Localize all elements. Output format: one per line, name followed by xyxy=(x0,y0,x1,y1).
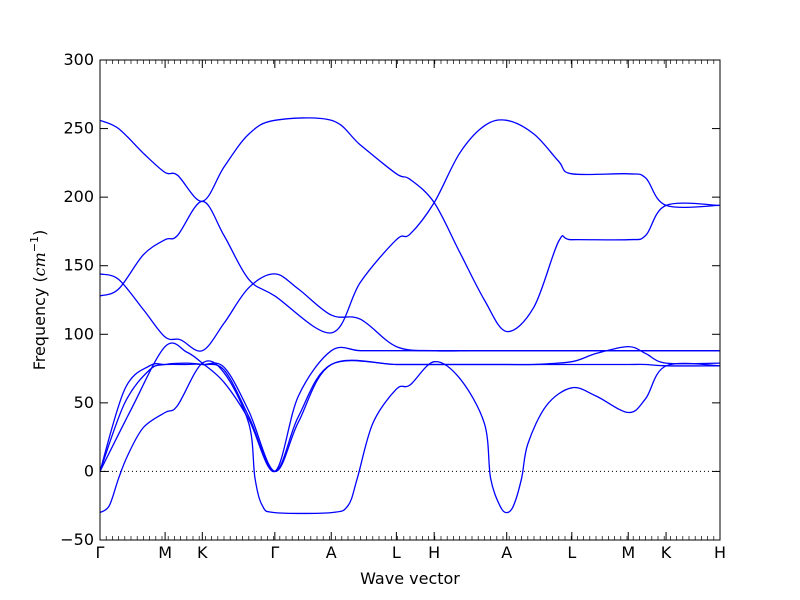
y-tick-label: 100 xyxy=(63,324,94,343)
y-tick-label: 250 xyxy=(63,119,94,138)
x-tick-label: K xyxy=(661,543,672,562)
x-tick-label: A xyxy=(501,543,512,562)
x-tick-label: M xyxy=(621,543,635,562)
y-tick-label: 300 xyxy=(63,50,94,69)
y-tick-label: 150 xyxy=(63,256,94,275)
y-tick-label: 50 xyxy=(74,393,94,412)
x-tick-label: L xyxy=(392,543,401,562)
y-axis-title-exponent: −1 xyxy=(28,236,41,252)
x-tick-label: H xyxy=(428,543,440,562)
phonon-band-7 xyxy=(100,360,720,515)
y-tick-label: −50 xyxy=(60,530,94,549)
y-axis-title-suffix: ) xyxy=(30,230,49,236)
phonon-band-2 xyxy=(100,119,720,334)
y-axis-title-unit: cm xyxy=(30,252,49,276)
x-axis-title: Wave vector xyxy=(360,569,460,588)
x-tick-label: K xyxy=(197,543,208,562)
x-tick-label: L xyxy=(567,543,576,562)
x-tick-label: Γ xyxy=(96,543,105,562)
y-tick-label: 0 xyxy=(84,461,94,480)
phonon-band-6 xyxy=(100,345,720,473)
x-tick-label: M xyxy=(158,543,172,562)
x-tick-label: A xyxy=(326,543,337,562)
phonon-band-3 xyxy=(100,273,720,352)
y-axis-title: Frequency (cm−1) xyxy=(28,230,49,371)
x-tick-label: Γ xyxy=(270,543,279,562)
phonon-band-1 xyxy=(100,117,720,333)
y-axis-title-prefix: Frequency ( xyxy=(30,276,49,370)
phonon-band-4 xyxy=(100,342,720,473)
x-tick-label: H xyxy=(714,543,726,562)
plot-frame xyxy=(99,59,721,541)
y-tick-label: 200 xyxy=(63,187,94,206)
